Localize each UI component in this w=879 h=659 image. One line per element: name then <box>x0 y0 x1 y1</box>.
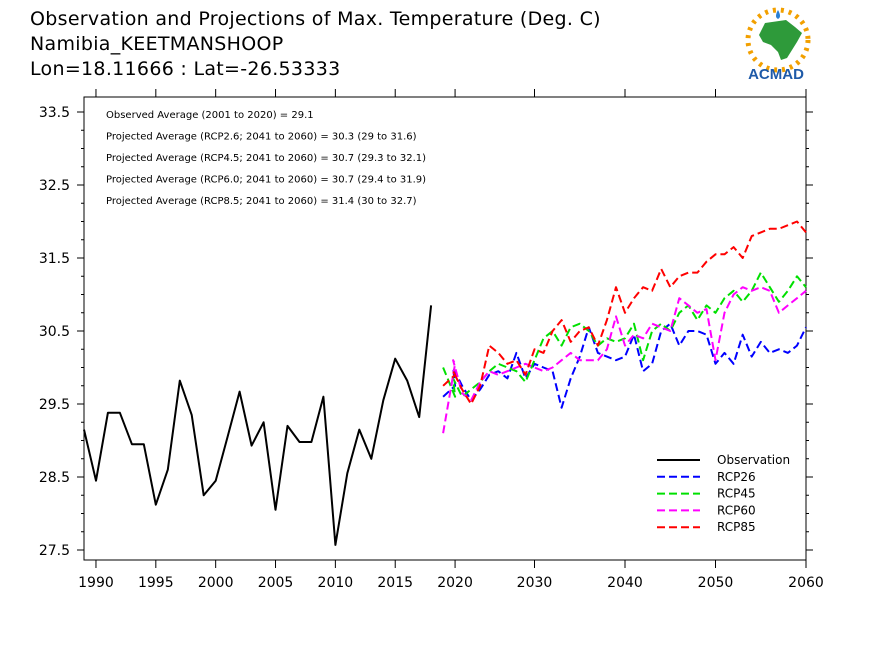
series-lines <box>83 220 807 546</box>
legend-label: Observation <box>717 453 790 467</box>
y-tick-label: 32.5 <box>39 178 70 194</box>
y-tick-label: 28.5 <box>39 470 70 486</box>
x-tick-label: 2050 <box>698 575 734 591</box>
x-tick-label: 2040 <box>607 575 643 591</box>
series-line-rcp26 <box>442 322 807 409</box>
y-tick-label: 31.5 <box>39 251 70 267</box>
station-name: Namibia_KEETMANSHOOP <box>30 33 284 55</box>
annotation-line: Projected Average (RCP8.5; 2041 to 2060)… <box>106 196 417 207</box>
chart-title: Observation and Projections of Max. Temp… <box>30 8 601 30</box>
annotation-line: Projected Average (RCP2.6; 2041 to 2060)… <box>106 132 417 143</box>
x-tick-label: 2000 <box>198 575 234 591</box>
acmad-logo: ACMAD <box>745 7 811 83</box>
x-tick-label: 2005 <box>258 575 294 591</box>
annotations: Observed Average (2001 to 2020) = 29.1 Pr… <box>106 110 426 207</box>
x-tick-label: 2060 <box>788 575 824 591</box>
legend-label: RCP60 <box>717 503 756 517</box>
logo-sun-rays-icon <box>745 7 811 73</box>
africa-map-icon <box>759 20 802 60</box>
x-tick-label: 2010 <box>318 575 354 591</box>
water-drop-icon <box>776 10 780 19</box>
x-tick-label: 2020 <box>437 575 473 591</box>
annotation-line: Observed Average (2001 to 2020) = 29.1 <box>106 110 314 121</box>
legend-label: RCP85 <box>717 520 756 534</box>
x-tick-label: 1990 <box>78 575 114 591</box>
y-tick-label: 30.5 <box>39 324 70 340</box>
y-tick-label: 33.5 <box>39 105 70 121</box>
x-tick-label: 1995 <box>138 575 174 591</box>
plot-frame <box>83 96 807 561</box>
annotation-line: Projected Average (RCP6.0; 2041 to 2060)… <box>106 175 426 186</box>
y-tick-label: 27.5 <box>39 543 70 559</box>
y-axis: 27.5 28.5 29.5 30.5 31.5 32.5 33.5 <box>39 105 813 559</box>
y-tick-label: 29.5 <box>39 397 70 413</box>
x-axis: 1990 1995 2000 2005 2010 2015 2020 2030 2040 2050… <box>78 89 824 591</box>
annotation-line: Projected Average (RCP4.5; 2041 to 2060)… <box>106 153 426 164</box>
series-line-observation <box>83 305 433 546</box>
x-tick-label: 2015 <box>377 575 413 591</box>
series-line-rcp60 <box>442 286 807 434</box>
series-line-rcp85 <box>442 220 807 405</box>
logo-text: ACMAD <box>748 66 804 83</box>
legend: Observation RCP26 RCP45 RCP60 RCP85 <box>657 453 790 534</box>
legend-label: RCP45 <box>717 487 756 501</box>
series-line-rcp45 <box>442 271 807 398</box>
x-tick-label: 2030 <box>517 575 553 591</box>
coordinates-label: Lon=18.11666 : Lat=-26.53333 <box>30 58 341 80</box>
legend-label: RCP26 <box>717 470 756 484</box>
